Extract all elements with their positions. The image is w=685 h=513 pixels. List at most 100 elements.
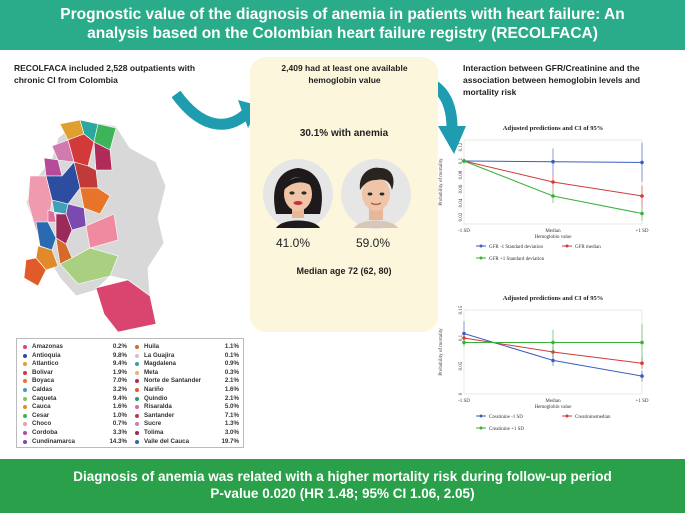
- department-name: Antioquia: [32, 351, 61, 359]
- department-legend-item: Magdalena 0.9%: [135, 360, 239, 368]
- department-percentage: 1.0%: [112, 411, 127, 419]
- y-tick-label: 0.15: [459, 305, 464, 314]
- department-percentage: 1.9%: [112, 368, 127, 376]
- y-tick-label: 0.04: [459, 198, 464, 207]
- department-percentage: 9.4%: [112, 360, 127, 368]
- department-percentage: 0.9%: [224, 360, 239, 368]
- department-legend-item: Meta 0.3%: [135, 369, 239, 377]
- x-tick-label: +1 SD: [636, 229, 649, 234]
- department-name: Santander: [144, 411, 175, 419]
- department-color-dot: [23, 379, 27, 384]
- department-name: Huila: [144, 343, 160, 350]
- department-color-dot: [135, 405, 139, 410]
- legend-marker: [565, 414, 569, 418]
- data-point: [551, 340, 555, 345]
- department-percentage: 1.6%: [112, 403, 127, 411]
- data-point: [462, 159, 466, 163]
- department-color-dot: [135, 439, 139, 444]
- registry-intro: RECOLFACA included 2,528 outpatients wit…: [14, 63, 196, 85]
- department-percentage: 0.7%: [112, 420, 127, 428]
- department-legend-item: Santander 7.1%: [135, 412, 239, 420]
- department-color-dot: [23, 362, 27, 367]
- data-point: [551, 358, 555, 363]
- department-name: Amazonas: [32, 343, 63, 350]
- map-region-norte-santander: [93, 141, 113, 171]
- data-point: [640, 211, 644, 216]
- department-percentage: 9.4%: [112, 394, 127, 402]
- department-name: Sucre: [144, 420, 162, 428]
- department-percentage: 9.8%: [112, 351, 127, 359]
- department-color-dot: [23, 431, 27, 435]
- department-legend-item: Cordoba 3.3%: [23, 429, 127, 437]
- y-tick-label: 0.08: [459, 170, 464, 179]
- chart-creatinine-interaction: Adjusted predictions and CI of 95% 0 0.05 0…: [439, 295, 649, 432]
- colombia-map: [23, 119, 167, 333]
- department-legend-item: Risaralda 5.0%: [135, 403, 239, 411]
- x-axis-label: Hemoglobin value: [534, 405, 572, 410]
- department-percentage: 1.6%: [224, 386, 239, 393]
- y-tick-label: 0.1: [459, 157, 464, 164]
- department-color-dot: [23, 345, 27, 349]
- department-name: Tolima: [144, 429, 164, 436]
- legend-marker: [479, 426, 483, 430]
- department-legend-item: Cauca 1.6%: [23, 403, 127, 411]
- department-legend-item: Nariño 1.6%: [135, 386, 239, 394]
- map-region-tolima: [55, 213, 73, 245]
- y-tick-label: 0: [459, 392, 464, 395]
- department-color-dot: [23, 439, 27, 444]
- department-name: Risaralda: [144, 403, 172, 411]
- title-line-1: Prognostic value of the diagnosis of ane…: [60, 6, 625, 23]
- department-name: La Guajira: [144, 351, 175, 359]
- conclusion-banner: Diagnosis of anemia was related with a h…: [0, 459, 685, 513]
- department-color-dot: [23, 422, 27, 427]
- legend-marker: [479, 256, 483, 260]
- department-percentage: 0.3%: [224, 368, 239, 376]
- anemia-rate: 30.1% with anemia: [299, 128, 389, 139]
- legend-marker: [479, 414, 483, 418]
- title-line-2: analysis based on the Colombian heart fa…: [87, 25, 598, 42]
- department-percentage: 0.2%: [112, 343, 127, 350]
- department-color-dot: [135, 431, 139, 435]
- conclusion-line-2: P-value 0.020 (HR 1.48; 95% CI 1.06, 2.0…: [210, 486, 475, 501]
- department-legend-item: Quindio 2.1%: [135, 395, 239, 403]
- department-name: Choco: [32, 420, 52, 428]
- map-region-boyaca: [79, 187, 111, 215]
- department-name: Norte de Santander: [144, 377, 202, 385]
- female-percentage: 41.0%: [276, 236, 311, 250]
- department-percentage: 2.1%: [224, 377, 239, 385]
- department-name: Magdalena: [144, 360, 176, 368]
- conclusion-line-1: Diagnosis of anemia was related with a h…: [73, 469, 612, 484]
- department-name: Cundinamarca: [32, 437, 75, 445]
- legend-label: GFR median: [575, 245, 601, 250]
- department-color-dot: [135, 353, 139, 358]
- department-name: Atlantico: [32, 360, 59, 368]
- department-legend-item: Tolima 3.0%: [135, 429, 239, 437]
- department-percentage: 1.1%: [224, 343, 239, 350]
- legend-marker: [479, 244, 483, 248]
- map-region-cauca: [35, 245, 59, 271]
- department-percentage: 2.1%: [224, 394, 239, 402]
- y-tick-label: 0.05: [459, 361, 464, 370]
- department-percentage: 3.0%: [224, 429, 239, 436]
- x-tick-label: -1 SD: [458, 399, 470, 404]
- department-name: Cauca: [32, 403, 51, 411]
- department-legend-item: Caqueta 9.4%: [23, 395, 127, 403]
- department-color-dot: [23, 396, 27, 401]
- legend-label: Creatininemedian: [575, 415, 611, 420]
- department-legend: Amazonas 0.2% Antioquia 9.8% Atlantico 9.4% Bo…: [16, 338, 244, 448]
- male-percentage: 59.0%: [356, 236, 391, 250]
- department-color-dot: [135, 345, 139, 349]
- chart-gfr-interaction: Adjusted predictions and CI of 95% 0.02 0.…: [439, 125, 649, 262]
- map-region-caqueta: [59, 247, 119, 285]
- map-region-meta: [85, 213, 119, 249]
- department-legend-item: Norte de Santander 2.1%: [135, 377, 239, 385]
- chart-title: Adjusted predictions and CI of 95%: [503, 125, 603, 132]
- legend-marker: [565, 244, 569, 248]
- department-legend-item: Atlantico 9.4%: [23, 360, 127, 368]
- legend-label: GFR -1 Standard deviation: [489, 245, 544, 250]
- department-legend-item: Sucre 1.3%: [135, 420, 239, 428]
- department-legend-item: Bolivar 1.9%: [23, 369, 127, 377]
- legend-label: GFR +1 Standard deviation: [489, 257, 545, 262]
- data-point: [640, 340, 644, 345]
- department-percentage: 7.1%: [224, 411, 239, 419]
